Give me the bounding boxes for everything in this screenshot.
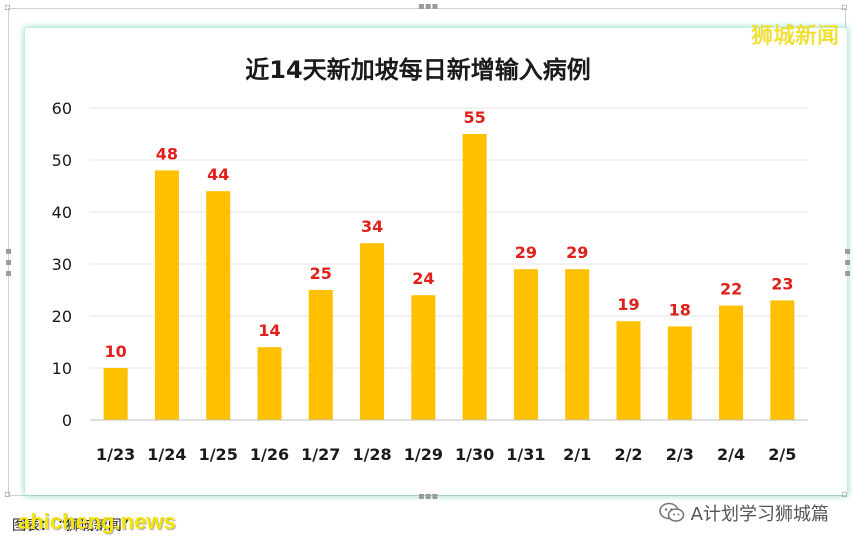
bar <box>719 305 744 420</box>
bar <box>616 321 641 420</box>
y-tick-label: 20 <box>52 307 72 326</box>
frame-corner-br[interactable]: ▫ <box>841 489 848 500</box>
y-tick-label: 50 <box>52 151 72 170</box>
bar <box>154 170 179 420</box>
bar <box>462 134 487 420</box>
frame-handle-bottom[interactable]: ▪▪▪ <box>418 491 439 502</box>
wechat-account[interactable]: A计划学习狮城篇 <box>658 500 829 526</box>
value-label: 29 <box>566 243 588 262</box>
x-tick-label: 1/24 <box>147 445 186 464</box>
x-tick-label: 1/25 <box>199 445 238 464</box>
value-label: 24 <box>412 269 434 288</box>
value-label: 14 <box>258 321 280 340</box>
site-watermark: ahicheng.news <box>18 509 176 534</box>
x-tick-label: 1/30 <box>455 445 494 464</box>
bar <box>565 269 590 420</box>
y-tick-label: 30 <box>52 255 72 274</box>
x-tick-label: 2/2 <box>614 445 642 464</box>
y-tick-label: 60 <box>52 99 72 118</box>
bar <box>360 243 385 420</box>
bar <box>513 269 538 420</box>
value-label: 25 <box>310 264 332 283</box>
y-axis-ticks: 0 10 20 30 40 50 60 <box>52 99 72 430</box>
bar <box>103 368 128 420</box>
x-tick-label: 1/27 <box>301 445 340 464</box>
x-tick-label: 2/1 <box>563 445 591 464</box>
wechat-icon <box>658 502 685 524</box>
x-tick-label: 1/29 <box>404 445 443 464</box>
value-label: 22 <box>720 280 742 299</box>
bar-chart: 近14天新加坡每日新增输入病例 0 10 20 30 40 50 60 10 48 44 14 25… <box>52 56 808 464</box>
x-tick-label: 1/26 <box>250 445 289 464</box>
value-labels: 10 48 44 14 25 34 24 55 29 29 19 18 22 23 <box>105 108 794 361</box>
bar <box>308 290 333 420</box>
value-label: 29 <box>515 243 537 262</box>
frame-handle-right[interactable]: ▪▪▪ <box>842 246 853 279</box>
frame-handle-left[interactable]: ▪▪▪ <box>3 246 14 279</box>
y-tick-label: 0 <box>62 411 72 430</box>
x-tick-label: 2/4 <box>717 445 745 464</box>
value-label: 23 <box>771 274 793 293</box>
value-label: 48 <box>156 144 178 163</box>
bars <box>103 134 795 420</box>
x-tick-label: 2/3 <box>666 445 694 464</box>
value-label: 34 <box>361 217 383 236</box>
x-tick-label: 1/28 <box>352 445 391 464</box>
bar <box>206 191 231 420</box>
value-label: 19 <box>617 295 639 314</box>
y-tick-label: 40 <box>52 203 72 222</box>
value-label: 18 <box>669 300 691 319</box>
bar <box>667 326 692 420</box>
bar <box>257 347 282 420</box>
frame-corner-tl[interactable]: ▫ <box>4 2 11 13</box>
value-label: 55 <box>464 108 486 127</box>
value-label: 10 <box>105 342 127 361</box>
frame-corner-tr[interactable]: ▫ <box>841 2 848 13</box>
footer: 图表： “狮城新闻” ahicheng.news A计划学习狮城篇 <box>0 500 853 545</box>
x-tick-label: 2/5 <box>768 445 796 464</box>
x-tick-label: 1/23 <box>96 445 135 464</box>
gridlines <box>90 107 808 369</box>
y-tick-label: 10 <box>52 359 72 378</box>
bar <box>411 295 436 420</box>
footer-caption: 图表： “狮城新闻” <box>12 518 129 534</box>
frame-handle-top[interactable]: ▪▪▪ <box>418 1 439 12</box>
x-tick-label: 1/31 <box>506 445 545 464</box>
frame-corner-bl[interactable]: ▫ <box>4 489 11 500</box>
wechat-account-label: A计划学习狮城篇 <box>690 504 829 525</box>
chart-title: 近14天新加坡每日新增输入病例 <box>245 56 590 84</box>
bar <box>770 300 795 420</box>
x-axis-ticks: 1/23 1/24 1/25 1/26 1/27 1/28 1/29 1/30 1/31 2/1 2… <box>96 445 796 464</box>
value-label: 44 <box>207 165 229 184</box>
brand-watermark: 狮城新闻 <box>750 24 839 49</box>
